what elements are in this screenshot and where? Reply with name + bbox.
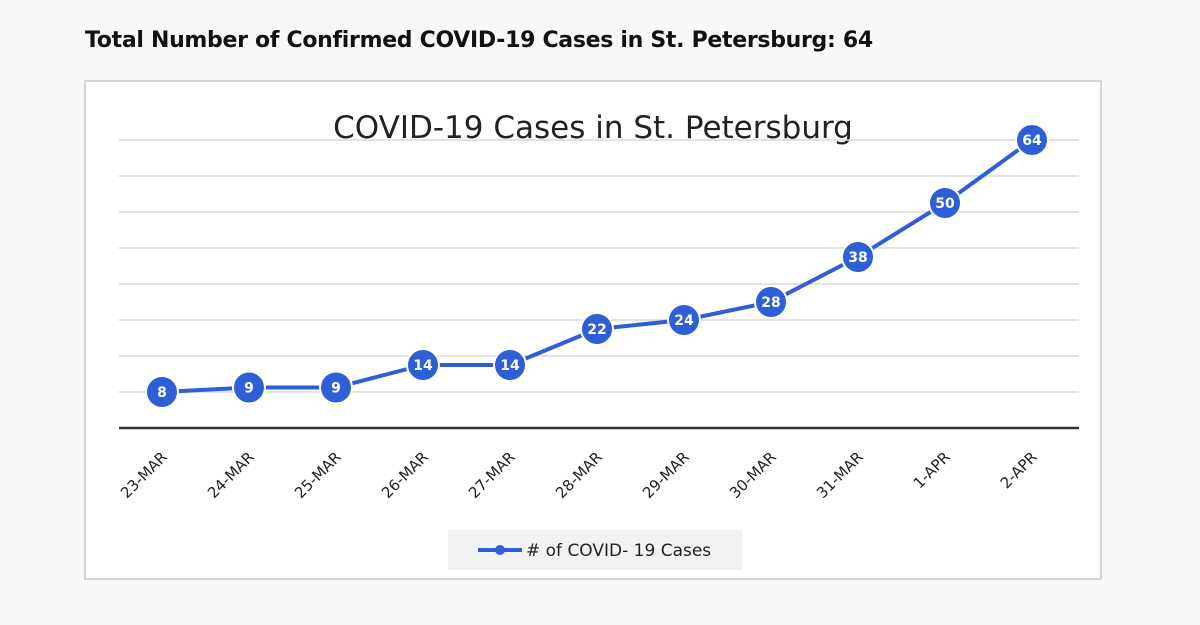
data-point-marker <box>928 186 962 220</box>
x-tick-label: 27-MAR <box>465 448 519 502</box>
data-point-marker <box>580 312 614 346</box>
data-label: 14 <box>413 358 433 374</box>
data-point: 28 <box>754 285 788 319</box>
data-point-marker <box>319 370 353 405</box>
data-label: 24 <box>674 313 694 329</box>
data-point-marker <box>1015 123 1049 157</box>
data-point-marker <box>493 348 527 382</box>
data-point: 14 <box>493 348 527 382</box>
data-label: 9 <box>331 381 341 397</box>
x-tick-label: 25-MAR <box>291 448 345 502</box>
data-label: 64 <box>1022 133 1042 149</box>
data-point-marker <box>406 348 440 382</box>
x-tick-label: 30-MAR <box>726 448 780 502</box>
data-point-marker <box>754 285 788 319</box>
data-point: 14 <box>406 348 440 382</box>
data-label: 50 <box>935 196 955 212</box>
legend: # of COVID- 19 Cases <box>448 530 742 570</box>
data-point-marker <box>232 370 266 405</box>
x-tick-label: 31-MAR <box>813 448 867 502</box>
x-tick-label: 24-MAR <box>204 448 258 502</box>
data-label: 8 <box>157 385 167 401</box>
data-point: 24 <box>667 303 701 337</box>
data-label: 28 <box>761 295 780 311</box>
data-point: 38 <box>841 240 875 274</box>
x-tick-labels: 23-MAR 24-MAR 25-MAR 26-MAR 27-MAR 28-MAR 29-M… <box>117 448 1041 502</box>
x-tick-label: 26-MAR <box>378 448 432 502</box>
x-tick-label: 1-APR <box>910 448 954 492</box>
series-line <box>161 138 1034 394</box>
data-label: 22 <box>587 322 606 338</box>
x-tick-label: 29-MAR <box>639 448 693 502</box>
page-heading: Total Number of Confirmed COVID-19 Cases… <box>85 28 873 53</box>
legend-swatch-marker <box>495 545 505 555</box>
data-point-marker <box>667 303 701 337</box>
series-line-layer <box>161 138 1034 394</box>
data-label: 9 <box>244 381 254 397</box>
data-point: 50 <box>928 186 962 220</box>
gridlines <box>119 139 1079 393</box>
data-point-marker <box>145 375 179 409</box>
data-label: 14 <box>500 358 520 374</box>
chart-frame: COVID-19 Cases in St. Petersburg 8 9 9 14 14… <box>84 80 1102 580</box>
data-label: 38 <box>848 250 867 266</box>
data-point: 22 <box>580 312 614 346</box>
data-point: 64 <box>1015 123 1049 157</box>
x-tick-label: 2-APR <box>997 448 1041 492</box>
x-tick-label: 28-MAR <box>552 448 606 502</box>
data-point: 8 <box>145 375 179 409</box>
data-points: 8 9 9 14 14 22 24 28 38 50 64 <box>145 123 1049 409</box>
legend-label: # of COVID- 19 Cases <box>526 541 711 561</box>
x-tick-label: 23-MAR <box>117 448 171 502</box>
line-chart: COVID-19 Cases in St. Petersburg 8 9 914 14… <box>117 110 1079 570</box>
data-point: 9 <box>319 370 353 405</box>
data-point-marker <box>841 240 875 274</box>
data-point: 9 <box>232 370 266 405</box>
